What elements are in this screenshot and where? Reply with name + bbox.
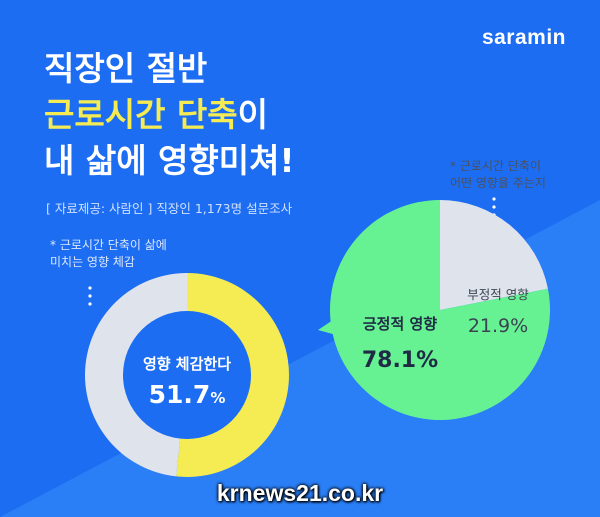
watermark: krnews21.co.kr	[216, 480, 384, 506]
left-chart-note: * 근로시간 단축이 삶에 미치는 영향 체감	[50, 237, 167, 271]
brand-logo: saramin	[481, 26, 566, 49]
title-line-1: 직장인 절반	[44, 49, 208, 88]
right-chart-note: * 근로시간 단축이 어떤 영향을 주는지	[450, 158, 546, 192]
title-line-3: 내 삶에 영향미쳐!	[44, 141, 295, 180]
left-note-line-1: * 근로시간 단축이 삶에	[50, 238, 167, 252]
pie-pointer	[318, 318, 340, 336]
right-note-line-2: 어떤 영향을 주는지	[450, 176, 546, 190]
right-note-line-1: * 근로시간 단축이	[450, 159, 541, 173]
left-note-dots	[88, 286, 92, 306]
pie-positive-label: 긍정적 영향	[362, 315, 438, 333]
donut-center-value-wrap: 51.7%	[112, 380, 262, 409]
title-line-2-rest: 이	[237, 95, 269, 134]
source-caption: [ 자료제공: 사람인 ] 직장인 1,173명 설문조사	[46, 201, 293, 216]
pie-negative-label: 부정적 영향	[467, 287, 529, 302]
donut-center-unit: %	[210, 389, 226, 407]
donut-center-label: 영향 체감한다 51.7%	[112, 353, 262, 409]
pie-negative-value: 21.9%	[467, 315, 529, 337]
donut-center-value: 51.7	[148, 380, 211, 409]
pie-negative-label-group: 부정적 영향 21.9%	[448, 284, 548, 337]
title-line-2: 근로시간 단축이	[44, 98, 268, 131]
left-note-line-2: 미치는 영향 체감	[50, 255, 135, 269]
pie-positive-value: 78.1%	[361, 348, 439, 373]
donut-center-text: 영향 체감한다	[142, 355, 232, 373]
pie-slice-positive	[329, 200, 551, 420]
donut-hole	[123, 311, 251, 439]
pie-slice-negative	[440, 200, 548, 310]
title-highlight: 근로시간 단축	[44, 95, 238, 134]
pie-positive-label-group: 긍정적 영향 78.1%	[340, 313, 460, 373]
